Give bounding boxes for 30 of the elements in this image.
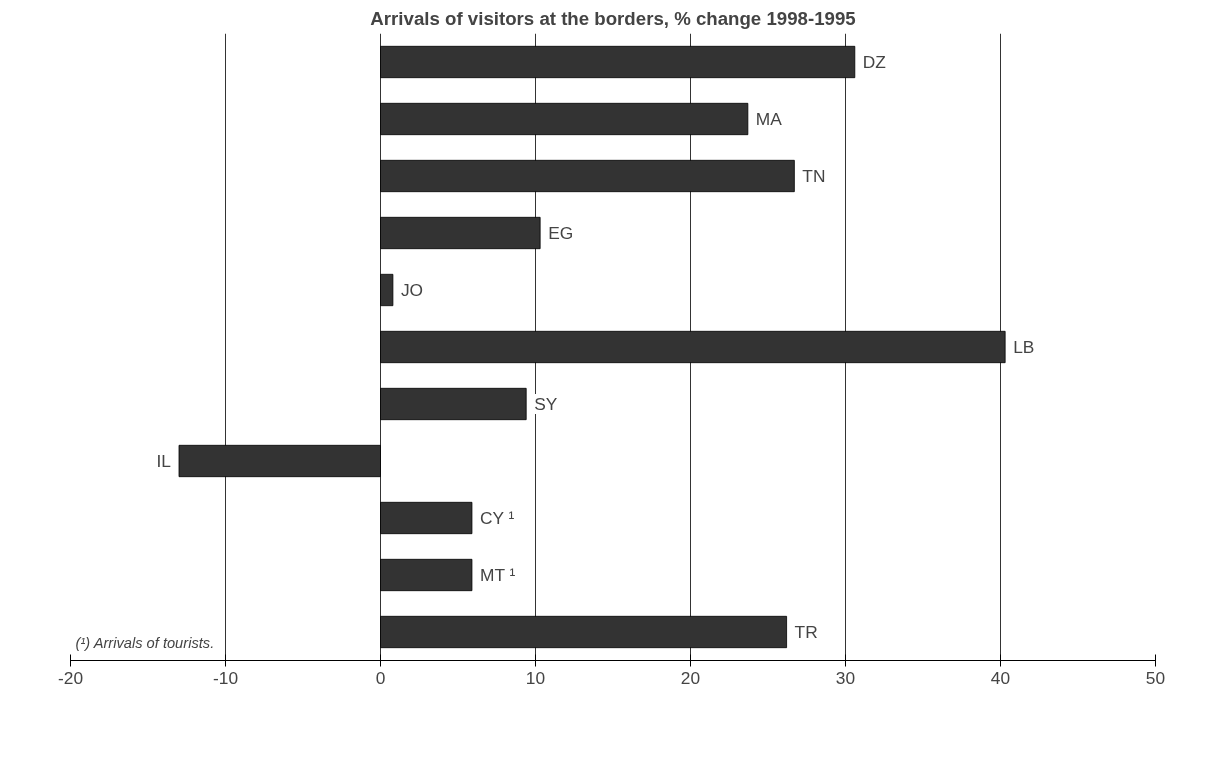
y-tick-label: IL xyxy=(156,451,172,471)
x-tick-label: -10 xyxy=(212,667,239,688)
x-tick-label: 20 xyxy=(680,667,701,688)
x-tick-label: 10 xyxy=(525,667,546,688)
x-tick-label: 0 xyxy=(375,667,386,688)
bar xyxy=(380,273,394,307)
y-tick-label: DZ xyxy=(862,52,887,72)
x-tick-label: 50 xyxy=(1145,667,1166,688)
y-tick-label: EG xyxy=(548,223,574,243)
y-tick-label: JO xyxy=(400,280,424,300)
annotation: (¹) Arrivals of tourists. xyxy=(75,634,215,651)
y-tick-label: CY ¹ xyxy=(479,508,515,528)
bar xyxy=(380,159,795,193)
x-tick-label: 40 xyxy=(990,667,1011,688)
y-tick-label: TR xyxy=(794,622,818,642)
bar xyxy=(380,102,749,136)
bar xyxy=(380,615,787,649)
x-tick-label: 30 xyxy=(835,667,856,688)
y-tick-label: LB xyxy=(1013,337,1035,357)
bar xyxy=(380,558,473,592)
bar xyxy=(380,501,473,535)
y-tick-label: MA xyxy=(755,109,783,129)
bar xyxy=(380,45,856,79)
bar xyxy=(380,216,541,250)
y-tick-label: MT ¹ xyxy=(479,565,516,585)
x-tick-label: -20 xyxy=(57,667,84,688)
y-tick-label: TN xyxy=(802,166,826,186)
bar xyxy=(380,387,527,421)
chart-title: Arrivals of visitors at the borders, % change 1998-1995 xyxy=(370,7,856,29)
y-tick-label: SY xyxy=(534,394,558,414)
